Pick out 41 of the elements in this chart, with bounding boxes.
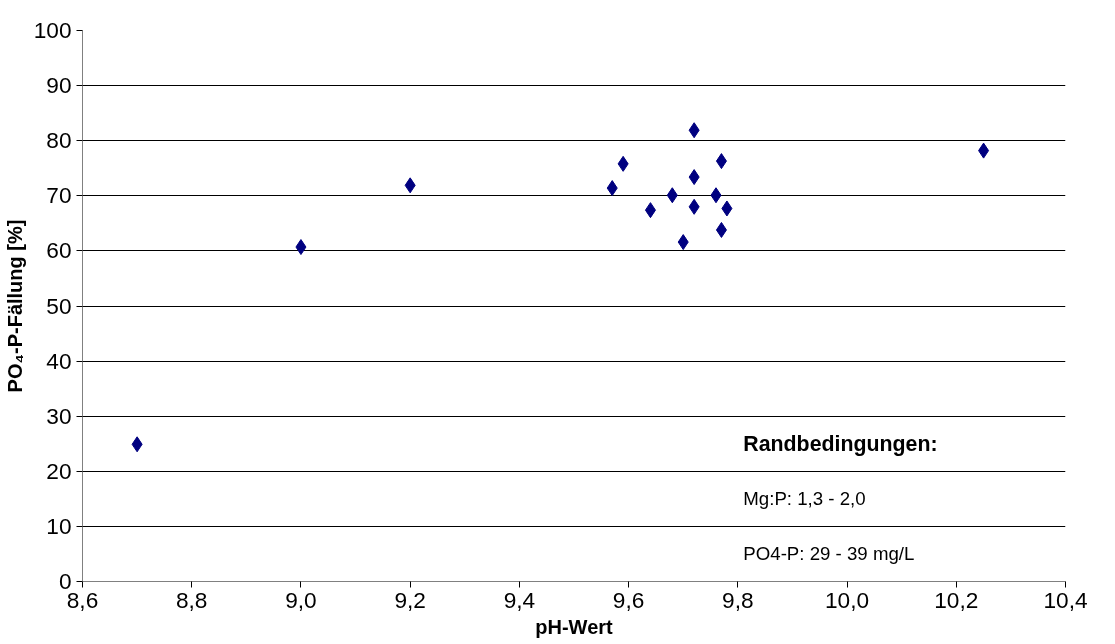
y-tick-label: 80 [46,127,72,154]
y-tick-label: 20 [46,457,72,484]
y-tick-label: 30 [46,402,72,429]
point [677,234,689,251]
annotation: Randbedingungen: [743,431,938,456]
point [978,142,990,159]
x-tick-label: 9,6 [612,586,645,613]
x-tick-label: 10,2 [934,586,979,613]
x-tick-label: 9,2 [394,586,426,613]
point [715,221,727,238]
x-tick-label: 8,8 [175,586,208,613]
point [715,153,727,170]
point [295,239,307,256]
x-tick-label: 9,8 [722,586,754,613]
point [688,198,700,215]
point [606,180,618,197]
x-tick-label: 9,0 [285,586,317,613]
y-tick-label: 100 [33,17,72,43]
point [721,200,733,217]
y-tick-label: 10 [46,512,72,539]
point [710,187,722,204]
x-axis-title: pH-Wert [535,615,614,638]
point [644,202,656,219]
y-tick-label: 0 [58,568,72,594]
y-axis-title: PO₄-P-Fällung [%] [3,219,26,393]
point [617,155,629,172]
point [688,122,700,139]
point [131,436,143,453]
y-tick-label: 90 [46,72,72,99]
point [404,177,416,194]
y-tick-label: 60 [46,237,72,264]
x-tick-label: 9,4 [503,586,536,613]
y-tick-label: 50 [46,292,72,319]
annotation: Mg:P: 1,3 - 2,0 [743,488,866,510]
y-tick-label: 40 [46,347,72,374]
y-tick-label: 70 [46,182,72,209]
point [688,169,700,186]
annotation: PO4-P: 29 - 39 mg/L [743,543,915,565]
x-tick-label: 10,0 [825,586,870,613]
x-tick-label: 10,4 [1043,586,1088,613]
point [666,187,678,204]
